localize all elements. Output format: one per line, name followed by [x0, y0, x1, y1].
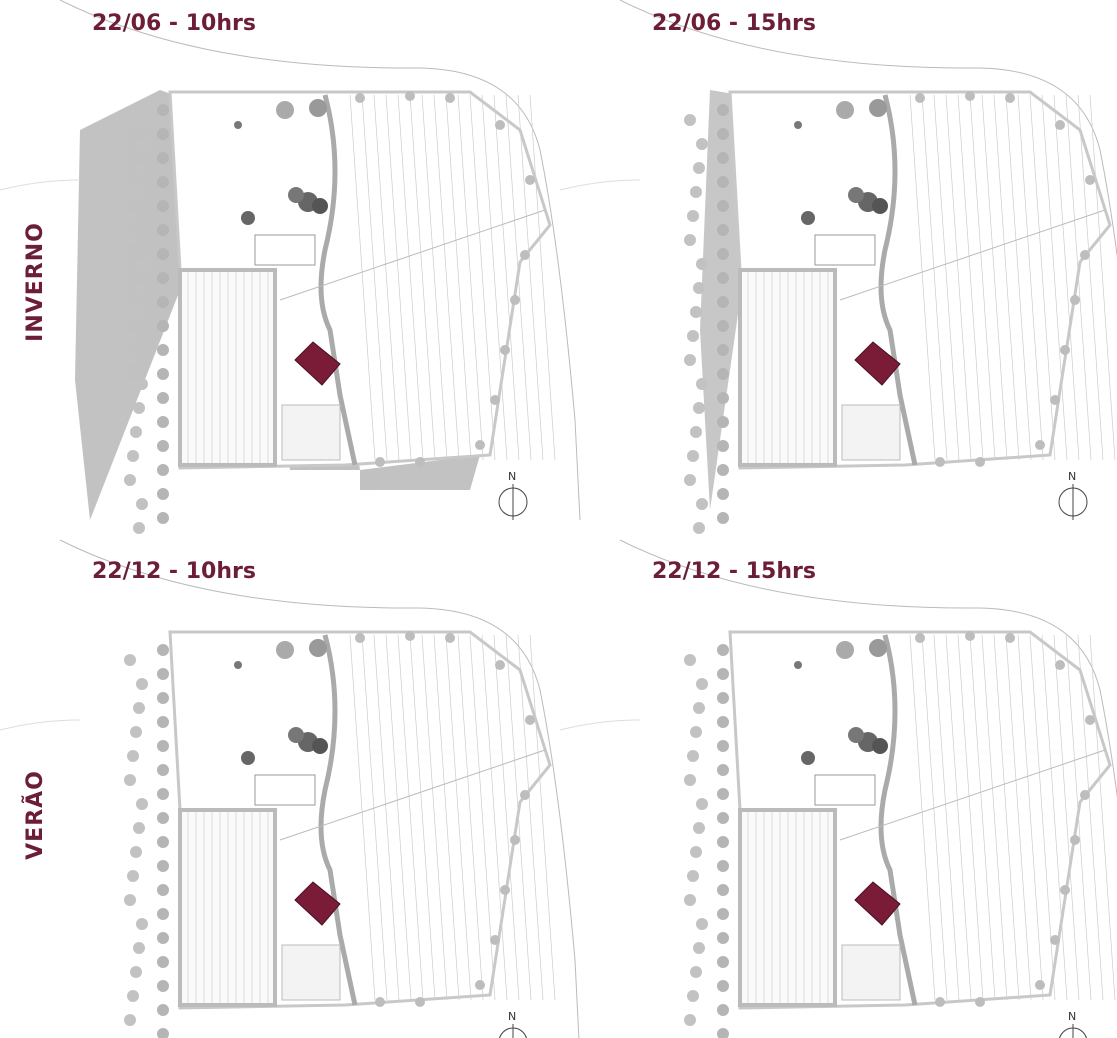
row-label: INVERNO: [23, 222, 48, 342]
page: 22/06 - 10hrs N 22/06 - 15hrs N 22/12 - …: [0, 0, 1117, 1038]
shadow-study: 22/06 - 10hrs N 22/06 - 15hrs N 22/12 - …: [0, 0, 1117, 1038]
panel: 22/06 - 10hrs N: [0, 0, 580, 534]
panel: 22/12 - 10hrs N: [0, 540, 580, 1038]
panel-title: 22/06 - 10hrs: [92, 11, 256, 36]
panel-title: 22/12 - 10hrs: [92, 559, 256, 584]
north-label: N: [1068, 1010, 1076, 1023]
north-label: N: [1068, 470, 1076, 483]
north-label: N: [508, 470, 516, 483]
panel: 22/06 - 15hrs N: [560, 0, 1117, 534]
panel: 22/12 - 15hrs N: [560, 540, 1117, 1038]
panel-title: 22/12 - 15hrs: [652, 559, 816, 584]
north-label: N: [508, 1010, 516, 1023]
row-label: VERÃO: [22, 770, 48, 860]
panel-title: 22/06 - 15hrs: [652, 11, 816, 36]
